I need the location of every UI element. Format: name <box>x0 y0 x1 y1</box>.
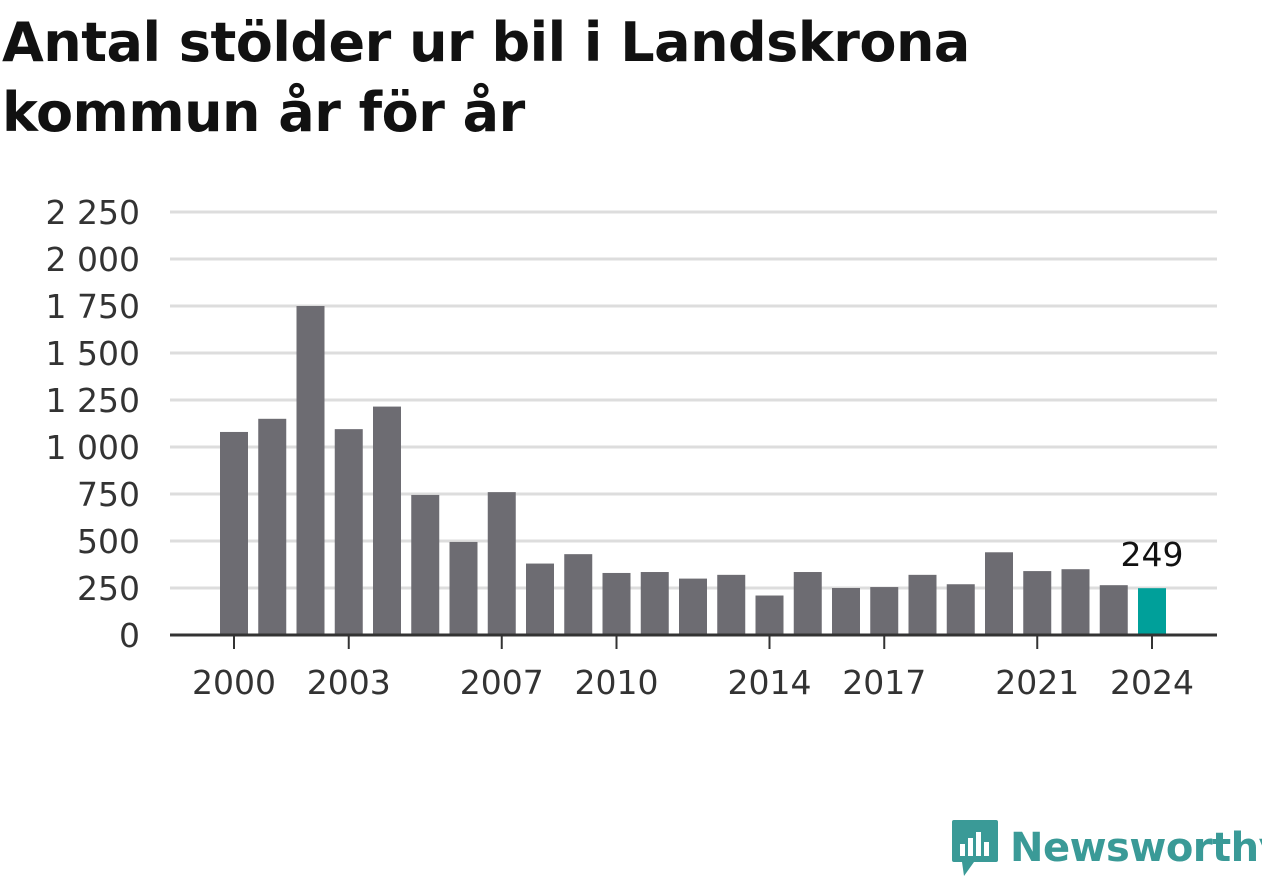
x-tick-label: 2014 <box>728 663 812 702</box>
x-axis: 2000 2003 2007 2010 2014 2017 2021 2024 <box>170 633 1217 702</box>
bar-2000 <box>220 431 248 635</box>
bar-2013 <box>717 574 746 635</box>
bar-2010 <box>602 572 631 635</box>
x-tick-label: 2007 <box>460 663 544 702</box>
grid-lines <box>170 210 1217 590</box>
y-tick-label: 1 500 <box>46 334 140 373</box>
bar-2008 <box>526 563 554 635</box>
y-tick-label: 750 <box>77 475 140 514</box>
bars <box>220 306 1166 635</box>
y-tick-label: 2 000 <box>46 240 140 279</box>
bar-2017 <box>870 587 899 635</box>
chart-title: Antal stölder ur bil i Landskrona kommun… <box>2 11 970 144</box>
y-tick-label: 1 250 <box>46 381 140 420</box>
bar-2022 <box>1061 569 1090 635</box>
bar-2007 <box>487 492 516 635</box>
bar-2020 <box>985 552 1013 635</box>
bar-2004 <box>373 406 401 635</box>
y-tick-label: 500 <box>77 522 140 561</box>
annotations: 249 <box>1121 535 1184 574</box>
y-tick-label: 1 750 <box>46 287 140 326</box>
bar-2009 <box>564 554 593 635</box>
y-tick-label: 0 <box>119 616 140 655</box>
x-tick-label: 2010 <box>575 663 659 702</box>
bar-2001 <box>258 418 287 635</box>
bar-2005 <box>411 494 440 635</box>
bar-2019 <box>946 584 975 635</box>
bar-2015 <box>793 572 822 635</box>
brand-name: Newsworthy <box>1010 825 1262 871</box>
x-tick-label: 2000 <box>192 663 276 702</box>
bar-2016 <box>832 588 860 635</box>
y-tick-label: 250 <box>77 569 140 608</box>
bar-2003 <box>334 429 363 635</box>
chart-bubble-icon <box>952 820 998 876</box>
x-tick-label: 2021 <box>995 663 1079 702</box>
y-tick-label: 2 250 <box>46 193 140 232</box>
data-label-2024: 249 <box>1121 535 1184 574</box>
bar-2023 <box>1099 585 1128 635</box>
bar-2012 <box>679 578 707 635</box>
x-tick-label: 2017 <box>842 663 926 702</box>
bar-2006 <box>449 541 478 635</box>
bar-2018 <box>908 574 937 635</box>
bar-2011 <box>640 572 669 635</box>
y-tick-label: 1 000 <box>46 428 140 467</box>
bar-2024 <box>1138 588 1166 635</box>
bar-2014 <box>755 595 784 635</box>
bar-2002 <box>296 306 325 635</box>
x-tick-label: 2024 <box>1110 663 1194 702</box>
y-axis-labels: 0 250 500 750 1 000 1 250 1 500 1 750 2 000 2 250 <box>46 193 140 655</box>
newsworthy-logo: Newsworthy <box>950 818 1262 878</box>
x-tick-label: 2003 <box>307 663 391 702</box>
bar-2021 <box>1023 571 1052 635</box>
